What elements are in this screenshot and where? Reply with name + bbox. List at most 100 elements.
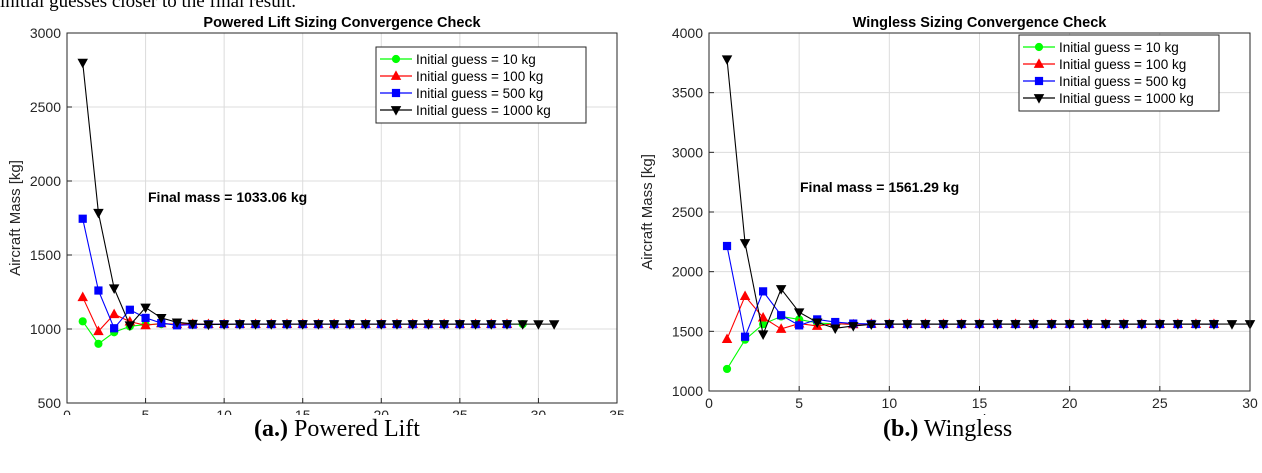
data-point	[1190, 320, 1202, 330]
data-point	[250, 320, 261, 330]
data-point	[739, 290, 751, 301]
data-point	[124, 321, 136, 331]
data-point	[1118, 320, 1130, 330]
data-point	[974, 320, 985, 330]
legend-marker	[391, 88, 401, 98]
data-point	[1136, 320, 1148, 330]
data-point	[266, 320, 277, 330]
series-4	[721, 55, 1256, 340]
data-point	[344, 320, 356, 330]
data-point	[313, 320, 324, 330]
legend-entry-label: Initial guess = 1000 kg	[416, 103, 551, 118]
data-point	[848, 322, 859, 332]
data-point	[920, 320, 931, 330]
data-point	[140, 319, 151, 330]
data-point	[486, 320, 497, 330]
data-point	[187, 319, 198, 330]
legend-entry-label: Initial guess = 10 kg	[1059, 40, 1179, 55]
data-point	[203, 320, 214, 331]
x-tick-label: 10	[216, 407, 232, 415]
figure-caption-a: (a.) Powered Lift	[254, 416, 420, 443]
legend-marker	[1033, 58, 1045, 68]
data-point	[757, 330, 769, 340]
data-point	[297, 320, 308, 330]
x-tick-label: 15	[972, 395, 988, 411]
data-point	[77, 291, 88, 302]
data-point	[77, 58, 88, 69]
y-tick-label: 500	[38, 395, 62, 411]
data-point	[218, 320, 230, 330]
y-tick-label: 3000	[672, 144, 703, 160]
data-point	[94, 339, 103, 348]
axes-box	[66, 32, 618, 404]
y-axis-label: Aircraft Mass [kg]	[7, 160, 24, 276]
data-point	[93, 325, 104, 336]
data-point	[1154, 320, 1166, 330]
x-tick-label: 10	[882, 395, 898, 411]
final-mass-annotation: Final mass = 1561.29 kg	[800, 179, 959, 195]
legend-entry-label: Initial guess = 500 kg	[1059, 74, 1186, 89]
data-point	[884, 320, 895, 330]
data-point	[777, 311, 786, 320]
y-tick-label: 1000	[672, 383, 703, 399]
data-point	[78, 317, 87, 326]
data-point	[866, 320, 877, 331]
data-point	[829, 324, 841, 334]
caption-a-tag: (a.)	[254, 416, 288, 442]
data-point	[1172, 320, 1184, 330]
data-point	[722, 241, 732, 251]
y-tick-label: 3500	[672, 85, 703, 101]
data-point	[108, 308, 120, 319]
data-point	[328, 320, 340, 330]
data-point	[281, 320, 293, 330]
x-tick-label: 0	[63, 407, 71, 415]
data-point	[1082, 320, 1093, 330]
x-tick-label: 25	[452, 407, 468, 415]
legend-entry-label: Initial guess = 10 kg	[416, 52, 536, 67]
body-text-fragment: initial guesses closer to the final resu…	[0, 0, 297, 12]
legend-entry-label: Initial guess = 100 kg	[416, 69, 543, 84]
data-point	[938, 320, 949, 330]
x-axis-label: Iterations	[949, 412, 1011, 415]
data-point	[454, 320, 466, 330]
y-tick-label: 2000	[672, 264, 703, 280]
data-point	[759, 287, 768, 296]
y-tick-label: 2500	[30, 99, 61, 115]
x-tick-label: 5	[142, 407, 150, 415]
legend-marker	[391, 54, 401, 64]
data-point	[423, 320, 434, 330]
x-tick-label: 35	[609, 407, 625, 415]
legend-entry-label: Initial guess = 100 kg	[1059, 57, 1186, 72]
data-point	[956, 320, 967, 330]
data-point	[438, 320, 450, 330]
data-point	[548, 320, 560, 330]
wingless-convergence-chart: 0 5 10 15 20 25 30 1000 1500 2000 2500 3000 3500 4000…	[639, 15, 1258, 415]
y-tick-label: 1000	[30, 321, 61, 337]
data-point	[1028, 320, 1039, 330]
data-point	[1100, 320, 1111, 330]
data-point	[902, 320, 913, 330]
data-point	[775, 285, 787, 295]
y-axis-label: Aircraft Mass [kg]	[639, 154, 656, 270]
data-point	[234, 320, 246, 330]
y-tick-label: 4000	[672, 25, 703, 41]
tick-labels: 0 5 10 15 20 25 30 35 500 1000 1500 2000 2500 3000	[30, 25, 625, 415]
y-tick-label: 2500	[672, 204, 703, 220]
data-point	[775, 323, 787, 333]
data-point	[1226, 320, 1238, 330]
data-point	[992, 320, 1003, 330]
figure-caption-b: (b.) Wingless	[883, 416, 1012, 443]
y-tick-label: 1500	[672, 323, 703, 339]
x-tick-label: 30	[531, 407, 547, 415]
data-point	[1046, 320, 1057, 330]
data-point	[391, 320, 403, 330]
legend-marker	[1034, 76, 1044, 86]
data-point	[360, 320, 371, 330]
data-point	[501, 320, 513, 330]
legend-marker	[390, 106, 402, 116]
legend-entry-label: Initial guess = 500 kg	[416, 86, 543, 101]
x-tick-label: 20	[1062, 395, 1078, 411]
data-point	[141, 313, 150, 322]
data-point	[110, 324, 119, 333]
x-tick-label: 30	[1242, 395, 1258, 411]
